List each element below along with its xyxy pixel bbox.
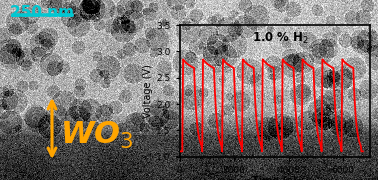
X-axis label: Time (s): Time (s) (253, 176, 297, 180)
Y-axis label: Voltage (V): Voltage (V) (143, 64, 153, 118)
Text: WO$_3$: WO$_3$ (60, 120, 134, 150)
Text: 1.0 % H$_2$: 1.0 % H$_2$ (252, 30, 309, 46)
Text: 250 nm: 250 nm (10, 5, 74, 20)
